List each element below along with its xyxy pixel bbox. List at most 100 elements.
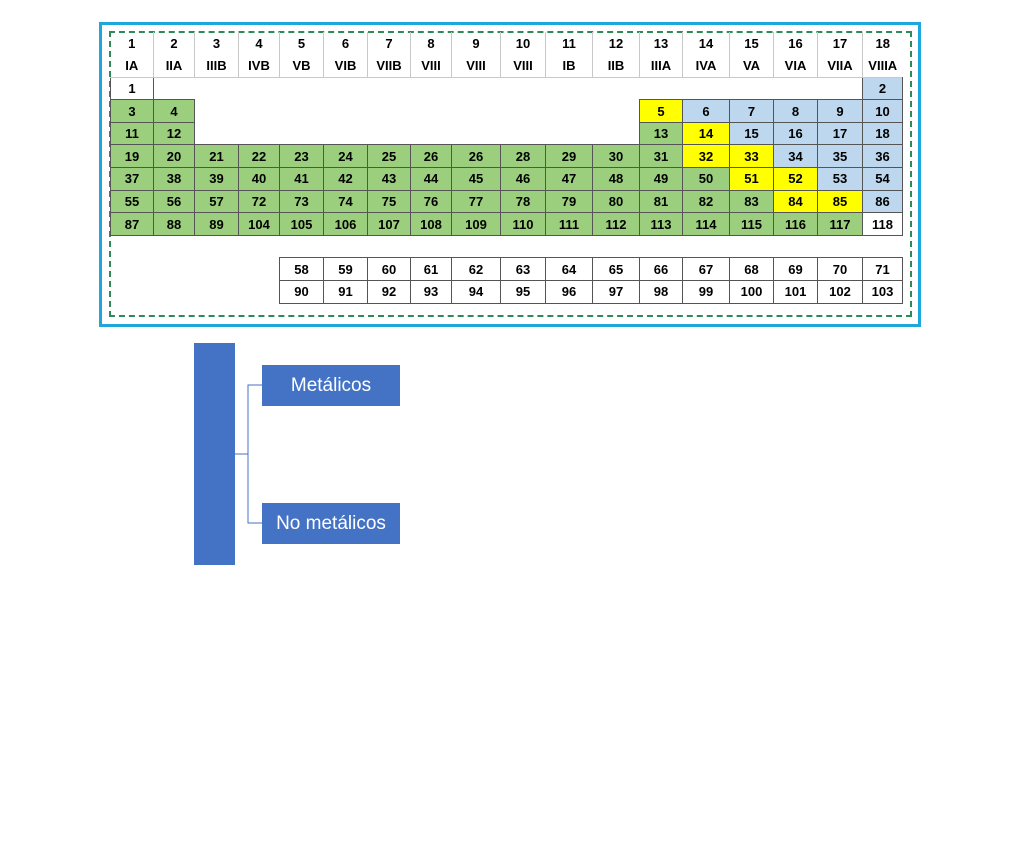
empty-cell [593, 235, 640, 258]
empty-cell [411, 122, 452, 145]
element-cell: 25 [367, 144, 411, 169]
element-cell: 98 [639, 280, 683, 304]
element-cell: 81 [639, 189, 683, 214]
periodic-table: 1 2 3 4 5 6 7 8 9 10 11 12 13 14 15 16 17 18 IA IIA IIIB IVB V… [110, 32, 903, 304]
table-frame [99, 22, 921, 327]
element-cell: 88 [153, 212, 195, 236]
empty-cell [368, 235, 411, 258]
empty-cell [545, 76, 593, 100]
group-name-cell: VIB [323, 54, 368, 78]
group-number-cell: 13 [639, 32, 683, 55]
empty-cell [501, 122, 546, 145]
element-cell: 93 [410, 280, 452, 304]
element-cell: 52 [773, 167, 818, 191]
element-cell: 102 [817, 280, 863, 304]
group-number-cell: 2 [153, 32, 195, 55]
group-number-cell: 7 [367, 32, 411, 55]
element-cell: 66 [639, 257, 683, 282]
element-cell: 96 [545, 280, 593, 304]
element-cell: 33 [729, 144, 774, 169]
element-cell: 64 [545, 257, 593, 282]
element-cell: 74 [323, 189, 368, 214]
element-cell: 73 [279, 189, 324, 214]
empty-cell [592, 76, 640, 100]
group-name-cell: IIIB [194, 54, 239, 78]
element-cell: 41 [279, 167, 324, 191]
group-name-cell: IVB [238, 54, 280, 78]
element-cell: 101 [773, 280, 818, 304]
element-cell: 97 [592, 280, 640, 304]
element-cell: 103 [862, 280, 903, 304]
empty-cell [154, 258, 195, 281]
table-row: 11 12 13 14 15 16 17 18 [110, 121, 903, 146]
empty-cell [452, 122, 501, 145]
element-cell: 19 [110, 144, 154, 169]
empty-cell [773, 76, 818, 100]
element-cell: 76 [410, 189, 452, 214]
empty-cell [324, 235, 368, 258]
element-cell: 67 [682, 257, 730, 282]
element-cell: 43 [367, 167, 411, 191]
empty-cell [111, 258, 154, 281]
element-cell: 82 [682, 189, 730, 214]
table-row: 55 56 57 72 73 74 75 76 77 78 79 80 81 82 83 84 85 86 [110, 189, 903, 214]
element-cell: 118 [862, 212, 903, 236]
empty-cell [280, 235, 324, 258]
empty-cell [368, 122, 411, 145]
element-cell: 21 [194, 144, 239, 169]
element-cell: 115 [729, 212, 774, 236]
empty-cell [640, 235, 683, 258]
empty-cell [501, 100, 546, 123]
empty-cell [367, 76, 411, 100]
element-cell: 46 [500, 167, 546, 191]
empty-cell [593, 100, 640, 123]
element-cell: 34 [773, 144, 818, 169]
element-cell: 53 [817, 167, 863, 191]
empty-cell [111, 235, 154, 258]
element-cell: 26 [451, 144, 501, 169]
element-cell: 15 [729, 121, 774, 146]
group-name-cell: VIIA [817, 54, 863, 78]
group-name-cell: IVA [682, 54, 730, 78]
element-cell: 95 [500, 280, 546, 304]
element-cell: 87 [110, 212, 154, 236]
element-cell: 63 [500, 257, 546, 282]
element-cell: 48 [592, 167, 640, 191]
empty-cell [239, 235, 280, 258]
element-cell: 79 [545, 189, 593, 214]
element-cell: 45 [451, 167, 501, 191]
element-cell: 72 [238, 189, 280, 214]
table-row: 58 59 60 61 62 63 64 65 66 67 68 69 70 71 [111, 257, 903, 282]
empty-cell [452, 235, 501, 258]
element-cell: 70 [817, 257, 863, 282]
element-cell: 109 [451, 212, 501, 236]
empty-cell [154, 235, 195, 258]
element-cell: 117 [817, 212, 863, 236]
element-cell: 44 [410, 167, 452, 191]
element-cell: 9 [817, 99, 863, 123]
element-cell: 91 [323, 280, 368, 304]
empty-cell [239, 100, 280, 123]
group-number-cell: 9 [451, 32, 501, 55]
empty-cell [323, 76, 368, 100]
element-cell: 86 [862, 189, 903, 214]
empty-cell [195, 258, 239, 281]
bracket-connector [235, 384, 262, 524]
element-cell: 37 [110, 167, 154, 191]
element-cell: 85 [817, 189, 863, 214]
group-number-cell: 5 [279, 32, 324, 55]
element-cell: 114 [682, 212, 730, 236]
element-cell: 57 [194, 189, 239, 214]
group-number-cell: 8 [410, 32, 452, 55]
element-cell: 106 [323, 212, 368, 236]
element-cell: 112 [592, 212, 640, 236]
element-cell: 68 [729, 257, 774, 282]
element-cell: 38 [153, 167, 195, 191]
group-number-cell: 17 [817, 32, 863, 55]
element-cell: 32 [682, 144, 730, 169]
empty-cell [451, 76, 501, 100]
empty-cell [411, 235, 452, 258]
oxidos-bar: ÓXIDOS [194, 343, 423, 853]
element-cell: 18 [862, 121, 903, 146]
empty-cell [195, 100, 239, 123]
